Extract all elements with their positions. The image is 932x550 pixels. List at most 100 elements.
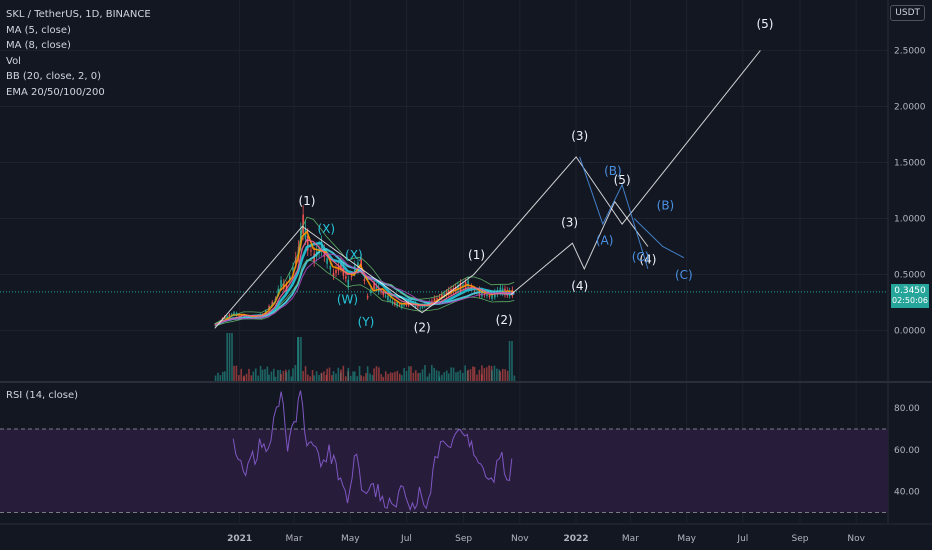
wave-label: (W): [337, 293, 358, 307]
volume-bar: [452, 367, 455, 381]
wave-label: (2): [496, 313, 513, 327]
candle-body: [400, 303, 403, 308]
wave-label: (X): [345, 248, 363, 262]
bb-upper-line: [214, 216, 515, 324]
candle-body: [340, 263, 342, 268]
candle-body: [265, 310, 267, 313]
candle-body: [360, 259, 362, 267]
volume-bar: [290, 376, 293, 381]
rsi-line: [232, 390, 513, 512]
price-tick-label: 0.5000: [894, 271, 926, 281]
volume-bar: [318, 374, 320, 381]
candle-body: [481, 290, 483, 297]
candle-body: [459, 282, 462, 291]
volume-bar: [252, 371, 255, 381]
time-tick-label: Jul: [400, 534, 412, 544]
candle-body: [396, 302, 398, 307]
volume-bar: [394, 371, 396, 381]
candle-body: [373, 282, 375, 289]
time-tick-label: Mar: [286, 534, 303, 544]
indicator-ma5[interactable]: MA (5, close): [6, 24, 71, 36]
volume-bar: [362, 376, 365, 381]
last-price-tag: 0.3450 02:50:06: [891, 284, 929, 308]
volume-bar: [419, 372, 421, 381]
volume-bar: [221, 371, 224, 381]
candle-body: [436, 297, 438, 300]
rsi-band-fill: [0, 428, 888, 513]
volume-bar: [306, 374, 309, 381]
volume-bar: [499, 371, 502, 381]
volume-bar: [478, 369, 481, 381]
volume-bar: [481, 365, 483, 381]
candle-body: [384, 295, 387, 297]
volume-bar: [445, 370, 448, 381]
volume-bar: [473, 367, 476, 381]
volume-bar: [438, 371, 440, 381]
candle-body: [462, 284, 464, 287]
candle-body: [363, 279, 366, 281]
time-tick-label: May: [341, 534, 360, 544]
volume-bar: [228, 333, 231, 381]
currency-button[interactable]: USDT: [890, 5, 925, 21]
volume-bar: [421, 369, 424, 381]
symbol-title[interactable]: SKL / TetherUS, 1D, BINANCE: [6, 9, 151, 20]
volume-bar: [428, 373, 431, 381]
volume-bar: [266, 366, 269, 381]
time-tick-label: May: [677, 534, 696, 544]
candle-body: [292, 267, 294, 271]
candle-body: [332, 273, 335, 277]
indicator-ma8[interactable]: MA (8, close): [6, 40, 71, 51]
candle-body: [226, 315, 228, 317]
wave-path-corrective-1: [579, 156, 649, 270]
volume-bar: [264, 369, 266, 381]
wave-label: (3): [561, 215, 578, 229]
wave-label: (1): [468, 248, 485, 262]
volume-bar: [309, 376, 311, 381]
volume-bar: [430, 365, 433, 381]
candle-body: [433, 297, 436, 303]
candle-body: [491, 295, 493, 299]
candle-body: [445, 292, 448, 296]
volume-bar: [226, 333, 228, 381]
volume-bar: [389, 372, 392, 381]
candle-body: [389, 299, 392, 301]
candle-body: [443, 293, 445, 296]
rsi-legend[interactable]: RSI (14, close): [6, 390, 79, 401]
wave-label: (5): [614, 173, 631, 187]
indicator-vol[interactable]: Vol: [6, 55, 21, 67]
volume-bar: [457, 371, 459, 381]
volume-bar: [326, 368, 328, 381]
volume-bar: [268, 374, 270, 381]
volume-bar: [511, 341, 513, 381]
candle-body: [398, 304, 401, 306]
indicator-ema[interactable]: EMA 20/50/100/200: [6, 86, 105, 98]
time-tick-label: 2022: [564, 534, 589, 544]
indicator-bb[interactable]: BB (20, close, 2, 0): [6, 71, 101, 82]
volume-bar: [387, 373, 389, 381]
candle-body: [326, 258, 328, 264]
volume-bar: [297, 337, 300, 381]
volume-bar: [335, 373, 337, 381]
volume-bar: [344, 376, 347, 381]
volume-bar: [461, 372, 464, 381]
candle-body: [486, 294, 488, 297]
volume-bar: [270, 371, 273, 381]
volume-bar: [443, 372, 446, 381]
volume-bar: [224, 371, 226, 381]
volume-bar: [259, 365, 262, 381]
wave-label: (4): [639, 252, 656, 266]
volume-bar: [438, 376, 441, 381]
volume-bar: [369, 373, 371, 381]
candle-body: [230, 314, 233, 316]
volume-bar: [455, 372, 457, 381]
volume-bar: [280, 374, 282, 381]
volume-bar: [506, 370, 509, 381]
volume-bar: [469, 369, 472, 381]
volume-bar: [302, 371, 304, 381]
candle-body: [499, 287, 502, 293]
candle-body: [345, 276, 347, 279]
volume-bar: [496, 368, 498, 381]
volume-bar: [391, 372, 394, 381]
volume-bar: [426, 376, 429, 381]
